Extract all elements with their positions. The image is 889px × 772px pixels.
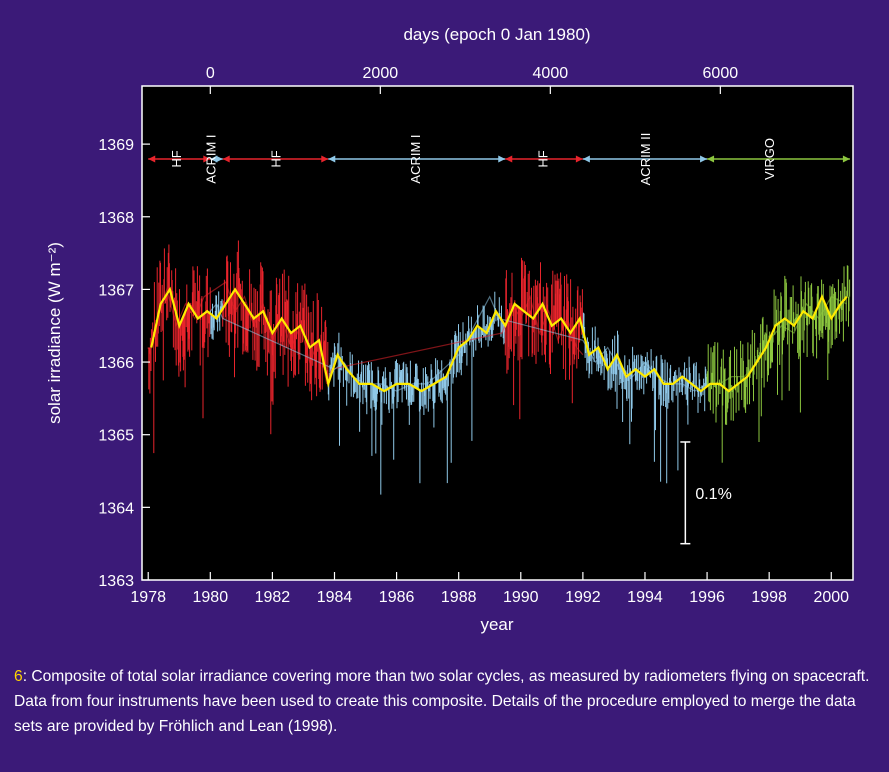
x-tick-label-5: 1988: [441, 589, 477, 606]
segment-arrow-right-2: [321, 155, 329, 163]
x-tick-label-3: 1984: [317, 589, 353, 606]
segment-arrow-left-3: [328, 155, 336, 163]
series-layer: [149, 281, 848, 393]
x-axis-label: year: [480, 615, 513, 634]
figure-caption: 6: Composite of total solar irradiance c…: [14, 664, 876, 739]
plot-background: [142, 86, 853, 580]
top-axis-label: days (epoch 0 Jan 1980): [403, 25, 590, 44]
x-tick-label-0: 1978: [130, 589, 166, 606]
segment-arrow-left-0: [148, 155, 156, 163]
caption-text: : Composite of total solar irradiance co…: [14, 668, 870, 735]
segment-arrow-right-4: [575, 155, 583, 163]
segment-label-1: ACRIM I: [203, 134, 218, 183]
x-tick-label-6: 1990: [503, 589, 539, 606]
x-tick-label-7: 1992: [565, 589, 601, 606]
raw-data-layer: [147, 240, 851, 495]
top-tick-label-0: 0: [206, 65, 215, 82]
top-tick-label-2: 4000: [533, 65, 569, 82]
y-tick-label-3: 1366: [98, 355, 134, 372]
segment-label-2: HF: [269, 150, 284, 167]
top-tick-label-3: 6000: [703, 65, 739, 82]
segment-arrow-right-5: [700, 155, 708, 163]
segment-arrow-right-3: [498, 155, 506, 163]
segment-label-3: ACRIM I: [408, 134, 423, 183]
x-tick-label-8: 1994: [627, 589, 663, 606]
y-tick-label-0: 1363: [98, 573, 134, 590]
y-tick-label-1: 1364: [98, 500, 134, 517]
y-tick-label-2: 1365: [98, 428, 134, 445]
instrument-segments: HF ACRIM I HF ACRIM I HF ACRIM II VIRGO: [148, 133, 850, 186]
y-tick-label-4: 1367: [98, 282, 134, 299]
x-tick-label-4: 1986: [379, 589, 415, 606]
figure-panel: HF ACRIM I HF ACRIM I HF ACRIM II VIRGO 0.1% 1…: [45, 25, 854, 634]
segment-label-4: HF: [536, 150, 551, 167]
irradiance-chart: HF ACRIM I HF ACRIM I HF ACRIM II VIRGO 0.1% 1…: [45, 25, 854, 634]
scale-bar-label: 0.1%: [695, 486, 731, 503]
segment-arrow-left-6: [707, 155, 715, 163]
series-line-1: [209, 295, 708, 392]
segment-arrow-left-1: [210, 155, 218, 163]
plot-frame: [141, 85, 854, 581]
segment-arrow-left-2: [222, 155, 230, 163]
segment-arrow-right-1: [215, 155, 223, 163]
segment-label-5: ACRIM II: [638, 133, 653, 186]
figure-number: 6: [14, 668, 23, 685]
series-line-3: [150, 286, 848, 393]
segment-label-0: HF: [169, 150, 184, 167]
segment-arrow-right-6: [842, 155, 850, 163]
x-tick-label-10: 1998: [751, 589, 787, 606]
y-tick-label-6: 1369: [98, 137, 134, 154]
scale-bar: 0.1%: [680, 441, 732, 545]
series-line-2: [707, 295, 848, 385]
axes: 1978 1980 1982 1984 1986 1988 1990 1992 1994 1996…: [98, 65, 854, 606]
y-axis-label: solar irradiance (W m⁻²): [45, 242, 64, 424]
x-tick-label-1: 1980: [193, 589, 229, 606]
x-tick-label-11: 2000: [813, 589, 849, 606]
segment-label-6: VIRGO: [762, 138, 777, 180]
x-tick-label-2: 1982: [255, 589, 291, 606]
y-tick-label-5: 1368: [98, 210, 134, 227]
segment-arrow-left-5: [582, 155, 590, 163]
segment-arrow-left-4: [505, 155, 513, 163]
segment-arrow-right-0: [203, 155, 211, 163]
top-tick-label-1: 2000: [363, 65, 399, 82]
x-tick-label-9: 1996: [689, 589, 725, 606]
